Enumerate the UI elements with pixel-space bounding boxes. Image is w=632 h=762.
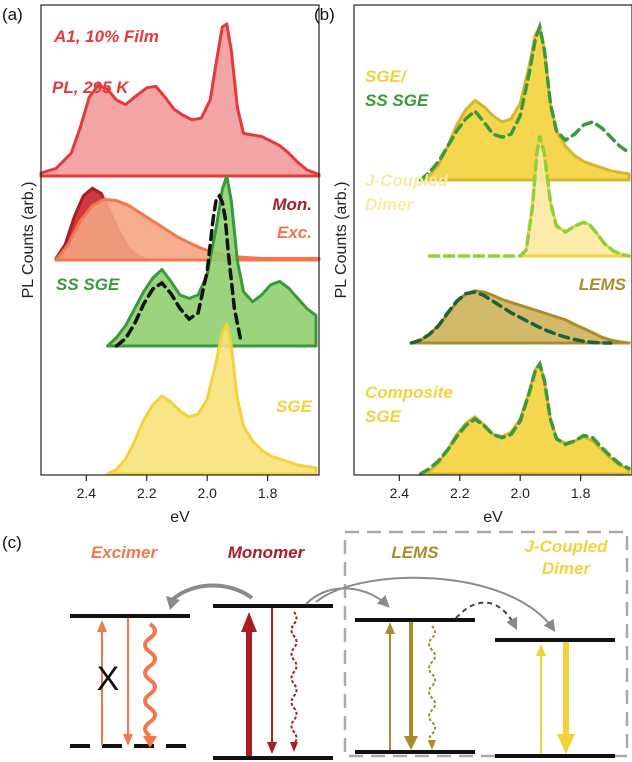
panel-a-chart: 2.4 2.2 2.0 1.8 eV PL Counts (arb.) A1, 10%… bbox=[20, 4, 321, 526]
monomer-to-jcoupled-transfer-arrow bbox=[315, 576, 556, 632]
panel-b-x-ticks: 2.4 2.2 2.0 1.8 bbox=[390, 475, 591, 501]
annotation-j-coupled: J-Coupled bbox=[365, 171, 449, 190]
lems-nonradiative-wave bbox=[428, 625, 436, 747]
panel-b-x-tick-label: 2.4 bbox=[390, 485, 410, 501]
panel-b-series-fit-5-5 bbox=[409, 290, 613, 345]
monomer-wave-arrowhead bbox=[290, 742, 298, 752]
excimer-nonradiative-wave bbox=[143, 622, 157, 738]
panel-a-x-tick-label: 2.0 bbox=[197, 485, 217, 501]
annotation-sge: SGE bbox=[276, 397, 313, 416]
monomer-nonradiative-wave bbox=[290, 611, 298, 745]
panel-b-series-ss-sge-1 bbox=[418, 20, 631, 182]
jcoupled-absorption-arrowhead bbox=[536, 644, 546, 656]
panel-b-frame bbox=[353, 4, 632, 476]
panel-b-series-group bbox=[409, 20, 631, 476]
panel-a-x-tick-label: 2.2 bbox=[137, 485, 157, 501]
panel-b-x-tick-label: 2.2 bbox=[450, 485, 470, 501]
annotation-ss-sge: SS SGE bbox=[56, 275, 120, 294]
panel-b-series-fit-3-3 bbox=[427, 135, 631, 258]
monomer-absorption-arrowhead bbox=[241, 612, 257, 632]
jcoupled-label-line1: J-Coupled bbox=[524, 537, 608, 556]
panel-b-series-composite-sge-6 bbox=[419, 362, 631, 476]
panel-label-c: (c) bbox=[2, 533, 22, 552]
forbidden-cross-symbol: X bbox=[97, 660, 120, 698]
panel-b-series-fit-7-7 bbox=[418, 359, 631, 476]
lems-emission-arrowhead bbox=[404, 736, 418, 750]
lems-absorption-arrowhead bbox=[385, 622, 395, 634]
lems-wave-arrowhead bbox=[428, 740, 436, 750]
annotation-composite-sge: SGE bbox=[365, 407, 402, 426]
jcoupled-emission-arrowhead bbox=[557, 734, 575, 754]
panel-a-frame bbox=[40, 4, 320, 476]
lems-to-jcoupled-transfer-arrow bbox=[455, 601, 518, 631]
jcoupled-label-line2: Dimer bbox=[542, 559, 592, 578]
panel-label-a: (a) bbox=[2, 5, 23, 24]
panel-b-series-sge-0 bbox=[419, 25, 631, 182]
panel-b-y-axis-title: PL Counts (arb.) bbox=[333, 182, 350, 299]
annotation-mon: Mon. bbox=[272, 195, 312, 214]
monomer-to-excimer-transfer-arrow bbox=[170, 583, 254, 602]
panel-b-x-axis-title: eV bbox=[483, 509, 503, 526]
panel-a-x-tick-label: 2.4 bbox=[77, 485, 97, 501]
monomer-to-excimer-arrowhead bbox=[166, 596, 180, 610]
panel-b-x-tick-label: 2.0 bbox=[510, 485, 530, 501]
panel-a-series-exc-2 bbox=[54, 197, 321, 262]
panel-b-chart: 2.4 2.2 2.0 1.8 eV PL Counts (arb.) SGE/ SS… bbox=[333, 4, 632, 526]
monomer-to-lems-transfer-arrow bbox=[305, 587, 390, 608]
panel-b-x-tick-label: 1.8 bbox=[571, 485, 591, 501]
monomer-label: Monomer bbox=[228, 543, 306, 562]
panel-a-series-sge-5 bbox=[106, 322, 318, 476]
panel-a-x-tick-label: 1.8 bbox=[258, 485, 278, 501]
dimer-states-dashed-box bbox=[343, 530, 629, 758]
energy-level-diagram: Excimer Monomer LEMS J-Coupled Dimer X bbox=[70, 530, 629, 760]
annotation-ss-sge-b: SS SGE bbox=[365, 91, 429, 110]
annotation-composite: Composite bbox=[365, 383, 453, 402]
annotation-dimer: Dimer bbox=[365, 195, 415, 214]
lems-label: LEMS bbox=[391, 543, 439, 562]
panel-label-b: (b) bbox=[314, 5, 335, 24]
annotation-pl-295k: PL, 295 K bbox=[52, 78, 130, 97]
annotation-a1-film: A1, 10% Film bbox=[53, 27, 159, 46]
excimer-emission-arrowhead bbox=[123, 734, 133, 746]
annotation-sge-slash: SGE/ bbox=[365, 67, 408, 86]
panel-a-series-pl-295-k-0 bbox=[39, 22, 321, 178]
excimer-wave-arrowhead bbox=[143, 736, 157, 748]
monomer-emission-arrowhead bbox=[267, 742, 277, 754]
panel-a-series-ss-sge-3 bbox=[106, 174, 318, 348]
panel-a-series-group bbox=[39, 22, 321, 476]
annotation-exc: Exc. bbox=[277, 223, 312, 242]
panel-a-x-ticks: 2.4 2.2 2.0 1.8 bbox=[77, 475, 278, 501]
panel-a-x-axis-title: eV bbox=[170, 509, 190, 526]
excimer-label: Excimer bbox=[91, 543, 159, 562]
panel-a-series-fit-4-4 bbox=[114, 193, 243, 348]
excimer-absorption-arrowhead bbox=[97, 620, 107, 632]
panel-a-y-axis-title: PL Counts (arb.) bbox=[20, 182, 37, 299]
annotation-lems: LEMS bbox=[579, 275, 627, 294]
